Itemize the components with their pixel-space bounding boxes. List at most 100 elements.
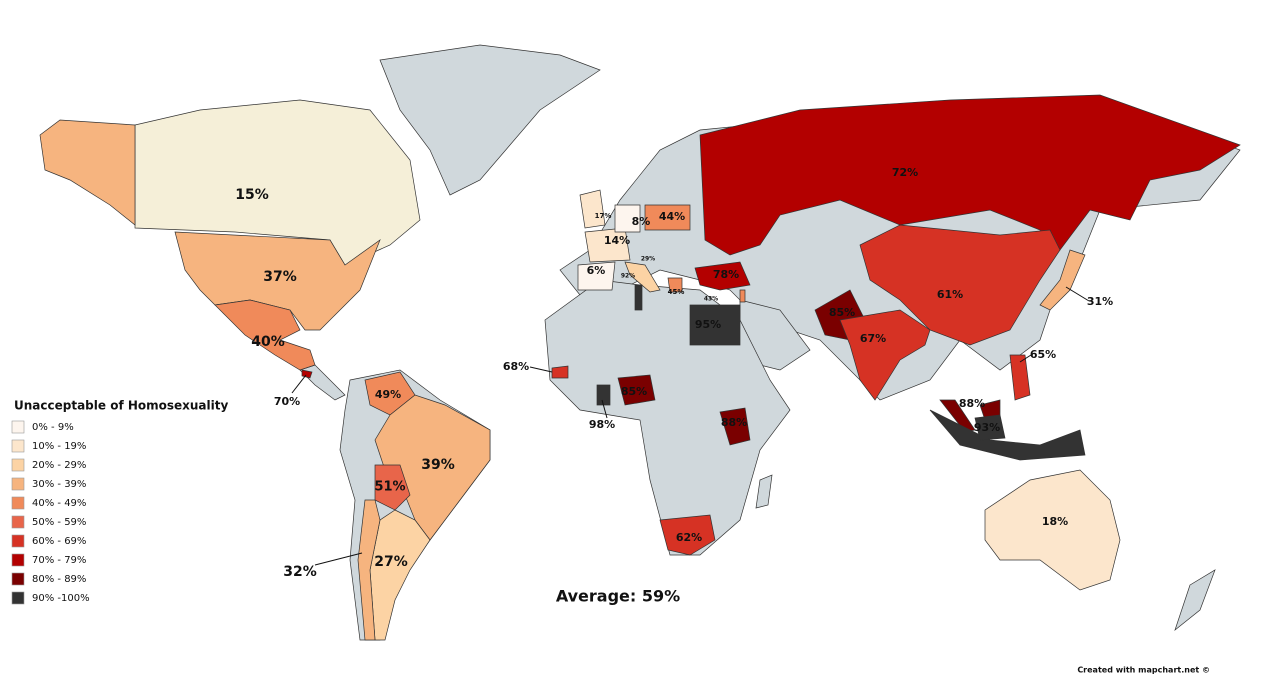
country-label: 88%: [959, 397, 985, 410]
country-label: 67%: [860, 332, 886, 345]
country-label: 40%: [251, 334, 285, 350]
legend-label: 90% -100%: [32, 593, 90, 604]
country-label: 37%: [263, 269, 297, 285]
callout-line: [1065, 286, 1090, 302]
country: [577, 261, 616, 291]
country-label: 44%: [659, 210, 685, 223]
country-label: 29%: [641, 256, 655, 263]
legend-swatch: [11, 591, 25, 605]
country-label: 70%: [274, 395, 300, 408]
country: [929, 409, 1086, 461]
legend-swatch: [11, 439, 25, 453]
country: [634, 284, 643, 311]
country-label: 8%: [632, 215, 651, 228]
country: [659, 514, 716, 556]
country: [174, 231, 381, 331]
legend-swatch: [11, 420, 25, 434]
country-label: 45%: [668, 288, 685, 296]
legend-swatch: [11, 572, 25, 586]
country: [214, 299, 316, 371]
country-label: 39%: [421, 457, 455, 473]
country-label: 68%: [503, 360, 529, 373]
central-america: [299, 364, 346, 401]
callout-line: [1019, 354, 1032, 363]
country-label: 14%: [604, 234, 630, 247]
legend-label: 10% - 19%: [32, 441, 86, 452]
legend-title: Unacceptable of Homosexuality: [14, 399, 228, 413]
country-label: 62%: [676, 531, 702, 544]
country-label: 6%: [587, 264, 606, 277]
legend-swatch: [11, 458, 25, 472]
country-label: 15%: [235, 187, 269, 203]
country-label: 98%: [589, 418, 615, 431]
country-label: 85%: [621, 385, 647, 398]
legend-label: 50% - 59%: [32, 517, 86, 528]
country: [859, 224, 1061, 346]
country-label: 95%: [695, 318, 721, 331]
country: [694, 261, 751, 291]
callout-line: [529, 366, 553, 373]
country-label: 61%: [937, 288, 963, 301]
legend-swatch: [11, 553, 25, 567]
legend-label: 0% - 9%: [32, 422, 74, 433]
country: [551, 365, 569, 379]
country-label: 65%: [1030, 348, 1056, 361]
country: [357, 499, 381, 641]
legend-label: 30% - 39%: [32, 479, 86, 490]
country: [596, 384, 611, 406]
country: [644, 204, 691, 231]
country: [739, 289, 746, 303]
legend-swatch: [11, 534, 25, 548]
country: [374, 464, 411, 511]
legend-label: 70% - 79%: [32, 555, 86, 566]
legend-swatch: [11, 477, 25, 491]
credit: Created with mapchart.net ©: [1077, 666, 1210, 675]
country-label: 32%: [283, 564, 317, 580]
country: [939, 399, 976, 433]
new-zealand: [1174, 569, 1216, 632]
greenland: [379, 44, 601, 196]
legend-label: 20% - 29%: [32, 460, 86, 471]
country: [39, 119, 136, 226]
country-label: 27%: [374, 554, 408, 570]
country-label: 85%: [829, 306, 855, 319]
country: [369, 509, 431, 641]
country: [584, 227, 631, 263]
legend-label: 60% - 69%: [32, 536, 86, 547]
callout-line: [601, 399, 608, 419]
country: [614, 204, 641, 233]
country: [579, 189, 606, 229]
country-label: 49%: [375, 388, 401, 401]
country: [624, 261, 661, 293]
country: [1009, 354, 1031, 401]
country: [1039, 249, 1086, 311]
country-label: 78%: [713, 268, 739, 281]
country-label: 92%: [621, 273, 635, 280]
country-label: 72%: [892, 166, 918, 179]
legend-label: 80% - 89%: [32, 574, 86, 585]
country-label: 18%: [1042, 515, 1068, 528]
regions: [39, 94, 1241, 641]
country-label: 31%: [1087, 295, 1113, 308]
legend-swatch: [11, 496, 25, 510]
country: [689, 304, 741, 346]
country: [301, 369, 313, 379]
country: [667, 277, 683, 293]
country-label: 43%: [704, 296, 718, 303]
country: [984, 469, 1121, 591]
country-label: 88%: [721, 416, 747, 429]
callout-line: [314, 552, 363, 566]
legend-label: 40% - 49%: [32, 498, 86, 509]
madagascar: [755, 474, 773, 509]
country: [839, 309, 931, 401]
country: [617, 374, 656, 406]
average: Average: 59%: [556, 587, 680, 606]
country-label: 93%: [974, 421, 1000, 434]
labels: 15% 37% 40% 70% 49% 39% 51% 27% 32% 17% 14%8% 44% 6%…: [235, 166, 1113, 580]
legend: Unacceptable of Homosexuality 0% - 9% 10% …: [11, 399, 228, 605]
country: [974, 414, 1006, 441]
country: [134, 99, 421, 266]
legend-swatch: [11, 515, 25, 529]
country-label: 51%: [374, 480, 405, 495]
